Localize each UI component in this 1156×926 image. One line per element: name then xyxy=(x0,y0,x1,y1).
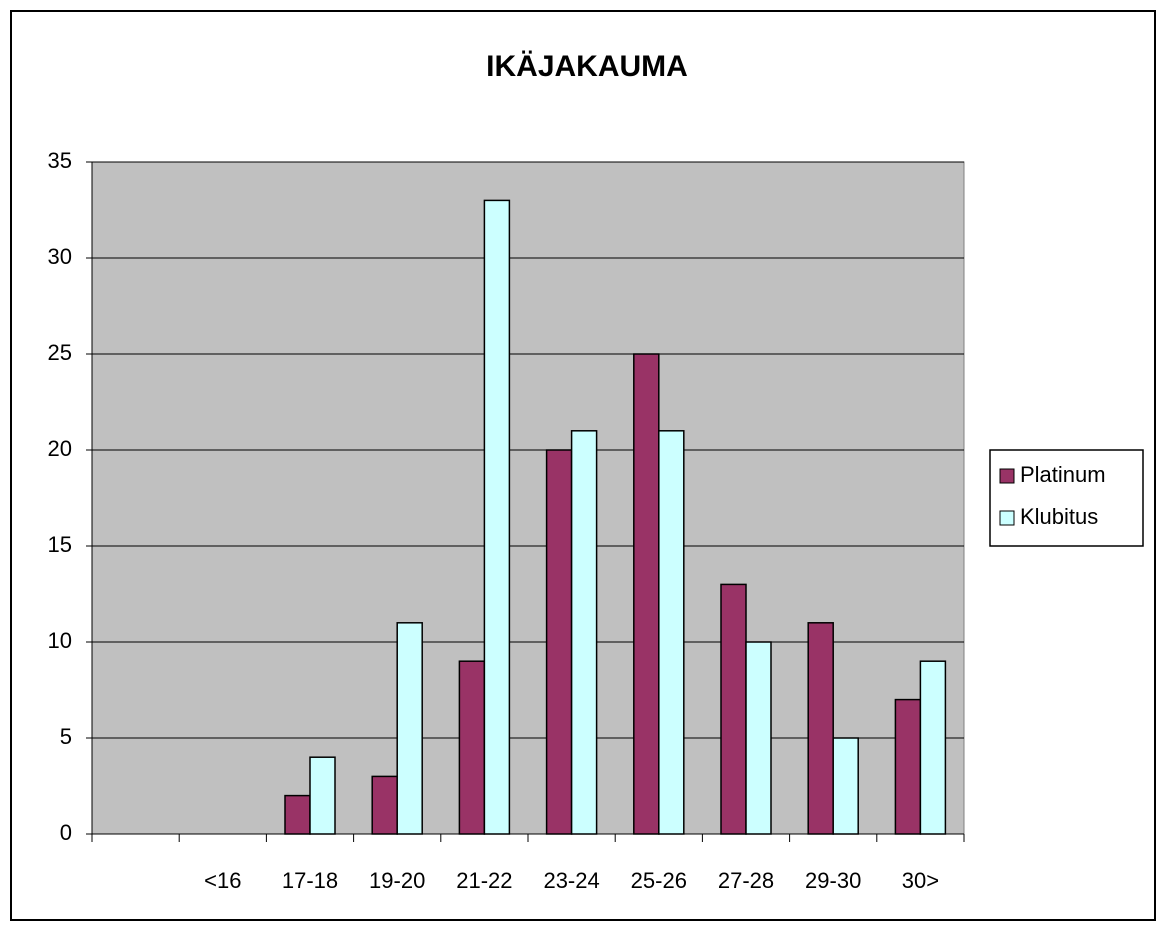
legend-label: Klubitus xyxy=(1020,504,1098,529)
legend-swatch xyxy=(999,468,1015,484)
x-tick-label: 27-28 xyxy=(718,868,774,893)
bar xyxy=(807,622,834,835)
bar xyxy=(483,199,511,835)
x-tick-label: 25-26 xyxy=(631,868,687,893)
bar xyxy=(309,756,336,835)
y-tick-label: 5 xyxy=(60,724,72,749)
y-tick-label: 20 xyxy=(48,436,72,461)
y-tick-label: 35 xyxy=(48,148,72,173)
y-tick-label: 0 xyxy=(60,820,72,845)
y-tick-label: 15 xyxy=(48,532,72,557)
bar xyxy=(458,660,486,835)
y-tick-label: 10 xyxy=(48,628,72,653)
y-tick-label: 25 xyxy=(48,340,72,365)
bar xyxy=(371,775,398,835)
legend-swatch xyxy=(999,510,1015,526)
bar xyxy=(745,641,772,835)
bar xyxy=(284,794,311,835)
x-tick-label: 17-18 xyxy=(282,868,338,893)
bar xyxy=(919,660,947,835)
bar xyxy=(545,449,573,835)
legend-label: Platinum xyxy=(1020,462,1106,487)
x-tick-label: 30> xyxy=(902,868,939,893)
legend-box xyxy=(989,449,1144,547)
chart-title: IKÄJAKAUMA xyxy=(486,50,688,83)
x-tick-label: 21-22 xyxy=(456,868,512,893)
y-tick-label: 30 xyxy=(48,244,72,269)
bar xyxy=(396,622,423,835)
bar xyxy=(658,430,685,835)
x-tick-label: 19-20 xyxy=(369,868,425,893)
bar xyxy=(570,430,598,835)
bar xyxy=(832,737,859,835)
bar xyxy=(720,583,747,835)
bar xyxy=(894,698,922,835)
x-tick-label: 23-24 xyxy=(543,868,599,893)
x-tick-label: <16 xyxy=(204,868,241,893)
x-tick-label: 29-30 xyxy=(805,868,861,893)
bar xyxy=(633,353,660,835)
